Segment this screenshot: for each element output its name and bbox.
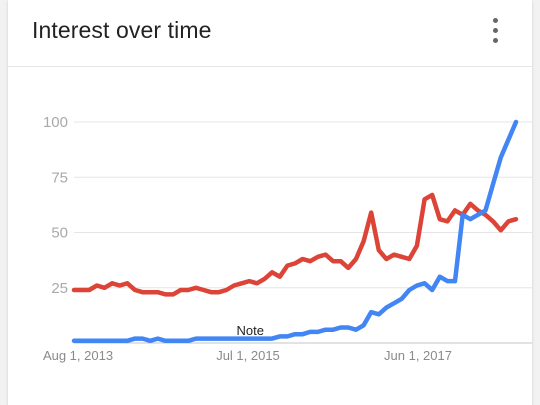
x-tick-label: Aug 1, 2013: [43, 348, 113, 363]
more-vert-icon[interactable]: [486, 16, 506, 46]
red-series-line: [71, 192, 519, 297]
note-annotation: Note: [237, 323, 264, 338]
menu-dot: [493, 28, 498, 33]
x-tick-label: Jun 1, 2017: [384, 348, 452, 363]
interest-over-time-card: Interest over time 25 50 75 100 Aug 1, 2013 J…: [8, 0, 532, 405]
y-tick-label: 25: [51, 280, 68, 297]
blue-series-line: [71, 119, 519, 344]
menu-dot: [493, 18, 498, 23]
line-chart: 25 50 75 100 Aug 1, 2013 Jul 1, 2015 Jun 1, 20…: [43, 114, 532, 363]
y-tick-label: 100: [43, 114, 68, 131]
menu-dot: [493, 38, 498, 43]
y-tick-label: 75: [51, 169, 68, 186]
x-tick-label: Jul 1, 2015: [216, 348, 280, 363]
y-tick-label: 50: [51, 225, 68, 242]
card-header: Interest over time: [8, 0, 532, 67]
card-title: Interest over time: [32, 17, 212, 43]
